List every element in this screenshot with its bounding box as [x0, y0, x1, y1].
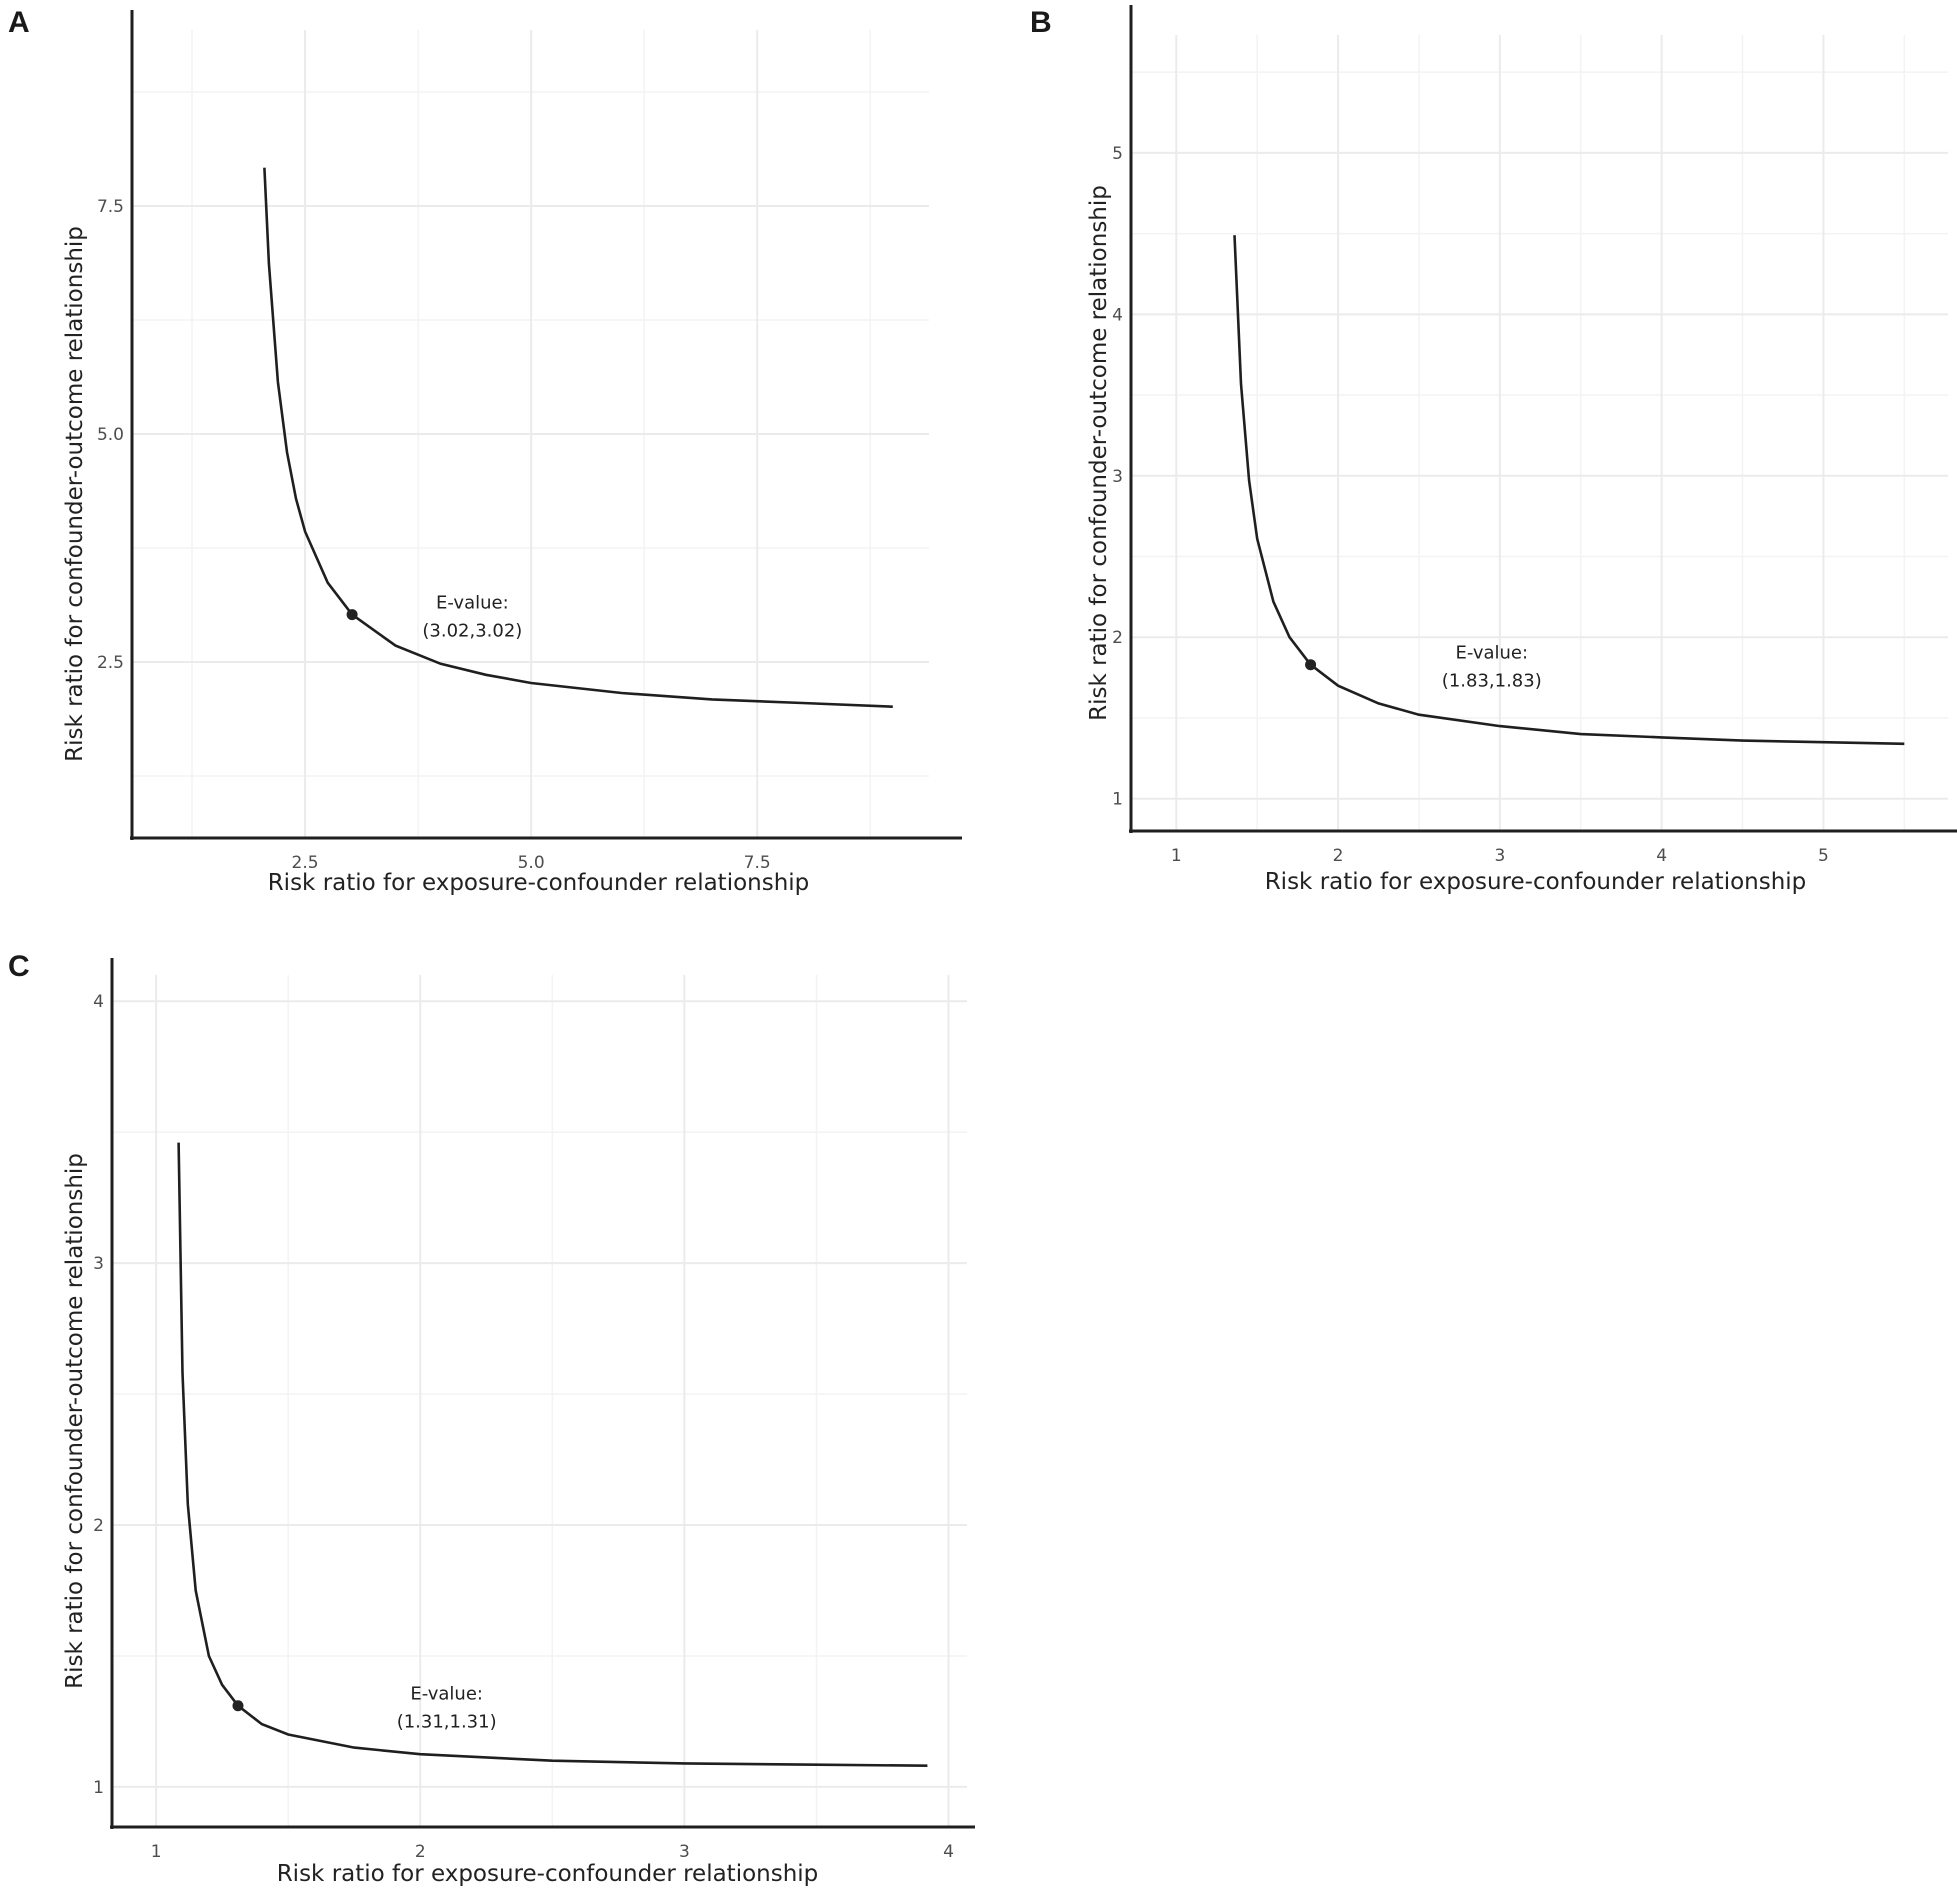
- panel-c-evalue-point: [232, 1700, 244, 1712]
- panel-c: C 1 2 3 4 1 2 3 4 E-value: (1.31,1.31) Risk ra…: [8, 950, 975, 1887]
- panel-b-y-tick-label: 1: [1112, 790, 1123, 810]
- panel-a-y-axis-title: Risk ratio for confounder-outcome relati…: [62, 226, 88, 762]
- panel-a-x-ticks: 2.5 5.0 7.5: [292, 853, 771, 873]
- panel-a-y-tick-label: 2.5: [97, 653, 124, 673]
- panel-b-y-tick-label: 4: [1112, 305, 1123, 325]
- panel-b-y-tick-label: 2: [1112, 628, 1123, 648]
- panel-c-x-axis-title: Risk ratio for exposure-confounder relat…: [277, 1861, 819, 1887]
- panel-c-y-tick-label: 2: [93, 1516, 104, 1536]
- panel-b-x-tick-label: 2: [1333, 846, 1344, 866]
- panel-a-y-tick-label: 7.5: [97, 197, 124, 217]
- panel-a-curve: [263, 167, 893, 708]
- panel-a-annotation-value: (3.02,3.02): [422, 621, 522, 642]
- panel-b-x-axis-title: Risk ratio for exposure-confounder relat…: [1265, 869, 1807, 895]
- panel-a-x-axis-title: Risk ratio for exposure-confounder relat…: [268, 870, 810, 896]
- panel-b-curve: [1233, 235, 1905, 746]
- panel-b-grid: [1131, 35, 1948, 831]
- panel-a: A 2.5 5.0 7.5 2.5 5.0 7.5 E-value: (3.02,3.0…: [8, 6, 962, 896]
- panel-c-annotation-label: E-value:: [410, 1684, 483, 1705]
- panel-b: B 1 2 3 4 5 1 2 3 4 5 E-value: (1.83,1.83) Risk …: [1030, 5, 1957, 895]
- panel-c-y-tick-label: 3: [93, 1254, 104, 1274]
- panel-b-y-ticks: 1 2 3 4 5: [1112, 144, 1123, 810]
- panel-a-x-tick-label: 5.0: [518, 853, 545, 873]
- panel-a-x-tick-label: 7.5: [744, 853, 771, 873]
- panel-b-x-tick-label: 4: [1656, 846, 1667, 866]
- panel-c-y-axis-title: Risk ratio for confounder-outcome relati…: [62, 1153, 88, 1689]
- panel-b-evalue-point: [1305, 659, 1317, 671]
- panel-c-annotation-value: (1.31,1.31): [397, 1712, 497, 1733]
- panel-a-grid: [132, 30, 929, 838]
- panel-a-y-tick-label: 5.0: [97, 425, 124, 445]
- panel-c-y-tick-label: 4: [93, 992, 104, 1012]
- panel-c-x-tick-label: 4: [943, 1842, 954, 1862]
- panel-c-x-tick-label: 1: [151, 1842, 162, 1862]
- panel-c-grid: [112, 975, 967, 1827]
- panel-b-annotation-label: E-value:: [1455, 643, 1528, 664]
- panel-b-x-ticks: 1 2 3 4 5: [1171, 846, 1829, 866]
- panel-letter-a: A: [8, 6, 30, 39]
- panel-c-x-ticks: 1 2 3 4: [151, 1842, 954, 1862]
- panel-b-y-tick-label: 5: [1112, 144, 1123, 164]
- panel-c-x-tick-label: 3: [679, 1842, 690, 1862]
- panel-b-annotation-value: (1.83,1.83): [1442, 671, 1542, 692]
- panel-c-y-tick-label: 1: [93, 1778, 104, 1798]
- panel-a-x-tick-label: 2.5: [292, 853, 319, 873]
- panel-b-x-tick-label: 1: [1171, 846, 1182, 866]
- panel-b-y-axis-title: Risk ratio for confounder-outcome relati…: [1086, 185, 1112, 721]
- panel-b-x-tick-label: 3: [1494, 846, 1505, 866]
- panel-c-y-ticks: 1 2 3 4: [93, 992, 104, 1798]
- panel-a-evalue-point: [346, 609, 358, 621]
- panel-a-y-ticks: 2.5 5.0 7.5: [97, 197, 124, 673]
- panel-c-curve: [177, 1142, 928, 1767]
- panel-a-annotation-label: E-value:: [436, 593, 509, 614]
- panel-letter-c: C: [8, 950, 30, 983]
- panel-b-y-tick-label: 3: [1112, 467, 1123, 487]
- panel-c-x-tick-label: 2: [415, 1842, 426, 1862]
- panel-b-x-tick-label: 5: [1818, 846, 1829, 866]
- panel-letter-b: B: [1030, 6, 1052, 39]
